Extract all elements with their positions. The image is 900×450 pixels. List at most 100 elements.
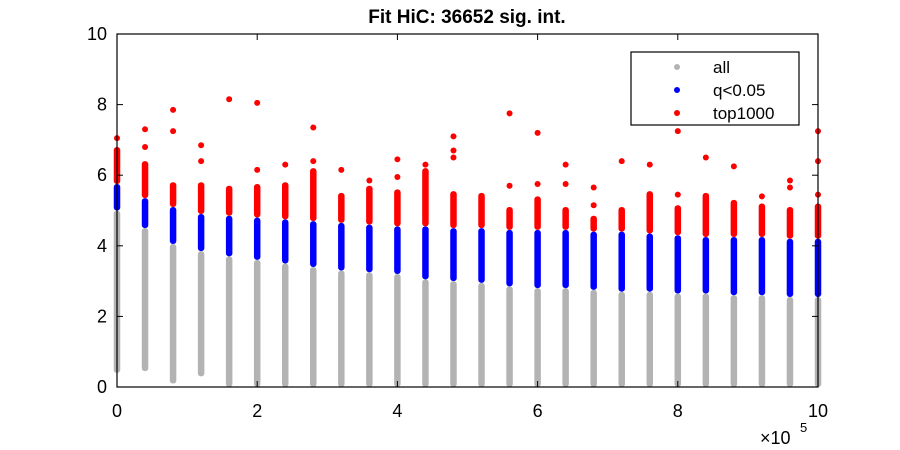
bin-column — [422, 161, 429, 387]
top-outlier-point — [562, 181, 569, 188]
all-points — [394, 274, 401, 387]
bin-column — [310, 124, 317, 387]
top-outlier-point — [198, 142, 205, 149]
top-points — [506, 206, 513, 230]
all-points — [169, 244, 177, 384]
all-points — [225, 256, 233, 387]
top-outlier-point — [198, 158, 205, 165]
all-points — [422, 279, 429, 387]
x-tick-label: 2 — [252, 401, 262, 421]
top-outlier-point — [422, 161, 429, 168]
all-points — [281, 263, 289, 387]
top-outlier-point — [786, 184, 793, 191]
q-points — [225, 215, 233, 257]
top-points — [169, 182, 177, 207]
top-points — [702, 192, 710, 237]
top-outlier-point — [786, 177, 793, 184]
x-tick-label: 8 — [673, 401, 683, 421]
all-points — [562, 288, 569, 387]
top-points — [646, 191, 654, 234]
legend-label: all — [713, 58, 730, 77]
top-points — [310, 168, 317, 222]
top-points — [562, 206, 569, 230]
q-points — [730, 236, 738, 296]
all-points — [702, 293, 710, 387]
top-outlier-point — [758, 193, 765, 200]
bin-column — [618, 158, 625, 387]
all-points — [197, 251, 205, 377]
q-points — [169, 206, 177, 245]
top-points — [730, 199, 738, 237]
q-points — [478, 228, 485, 283]
legend: all q<0.05 top1000 — [630, 51, 800, 126]
top-outlier-point — [730, 163, 737, 170]
bin-column — [758, 193, 766, 387]
top-points — [366, 185, 373, 225]
top-points — [141, 161, 149, 199]
all-points — [534, 288, 541, 387]
bin-column — [394, 156, 401, 387]
top-points — [758, 203, 766, 237]
bin-column — [141, 126, 149, 372]
top-outlier-point — [646, 161, 653, 168]
x-tick-label: 4 — [392, 401, 402, 421]
top-outlier-point — [506, 182, 513, 189]
all-points — [618, 291, 625, 387]
q-points — [310, 221, 317, 267]
q-points — [702, 236, 710, 294]
bin-column — [450, 133, 457, 387]
all-points — [646, 291, 654, 387]
legend-marker — [674, 110, 680, 116]
legend-label: top1000 — [713, 104, 774, 123]
q-points — [422, 226, 429, 280]
top-outlier-point — [170, 106, 177, 113]
bin-column — [169, 106, 177, 384]
q-points — [253, 217, 261, 260]
top-outlier-point — [674, 128, 681, 135]
top-outlier-point — [310, 158, 317, 165]
top-outlier-point — [142, 126, 149, 133]
all-points — [478, 282, 485, 387]
top-points — [281, 182, 289, 220]
y-tick-label: 4 — [97, 236, 107, 256]
q-points — [281, 219, 289, 264]
top-outlier-point — [170, 128, 177, 135]
all-points — [590, 289, 597, 387]
bin-column — [590, 184, 597, 387]
all-points — [253, 259, 261, 387]
x-multiplier-exponent: 5 — [800, 420, 807, 435]
top-outlier-point — [590, 184, 597, 191]
top-outlier-point — [674, 191, 681, 198]
bin-column — [253, 99, 261, 387]
q-points — [450, 228, 457, 282]
legend-label: q<0.05 — [713, 81, 765, 100]
bin-column — [366, 177, 373, 387]
top-points — [450, 191, 457, 229]
top-outlier-point — [254, 99, 261, 106]
chart-title: Fit HiC: 36652 sig. int. — [368, 7, 565, 28]
q-points — [534, 229, 541, 289]
top-outlier-point — [226, 96, 233, 103]
bin-column — [338, 166, 345, 387]
bin-column — [562, 161, 569, 387]
legend-marker — [674, 64, 680, 70]
top-points — [590, 215, 597, 232]
top-outlier-point — [534, 181, 541, 188]
all-points — [366, 272, 373, 387]
bin-column — [730, 163, 738, 387]
all-points — [758, 295, 766, 387]
top-outlier-point — [450, 154, 457, 161]
top-points — [674, 205, 682, 236]
top-outlier-point — [590, 202, 597, 209]
q-points — [786, 238, 794, 297]
top-points — [478, 192, 485, 229]
top-points — [394, 189, 401, 227]
all-points — [338, 270, 345, 387]
axis-ticks: 0 2 4 6 8 10 0 2 4 6 8 10 — [87, 24, 828, 421]
top-outlier-point — [338, 166, 345, 173]
top-points — [422, 168, 429, 227]
q-points — [674, 235, 682, 294]
top-points — [786, 206, 794, 239]
top-points — [338, 192, 345, 223]
top-outlier-point — [450, 133, 457, 140]
